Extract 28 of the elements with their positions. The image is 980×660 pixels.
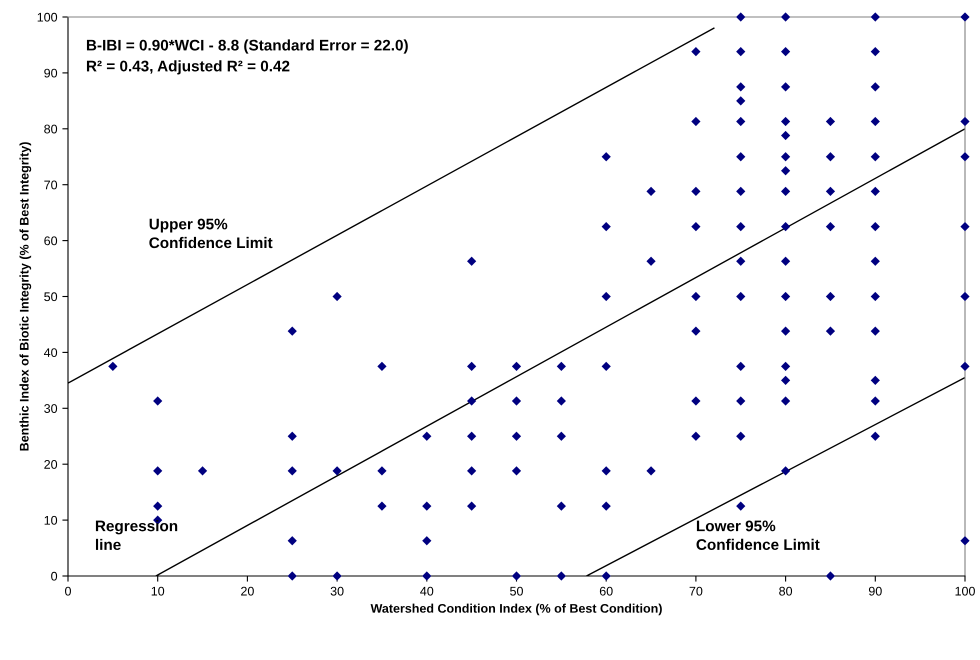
x-tick-label: 30 bbox=[330, 586, 344, 596]
annotation: B-IBI = 0.90*WCI - 8.8 (Standard Error = 22.0) R² = 0.43, Adjusted R² = 0.42 bbox=[86, 39, 408, 74]
y-tick-label: 60 bbox=[44, 236, 58, 246]
x-tick-label: 20 bbox=[241, 586, 254, 596]
y-tick-label: 30 bbox=[44, 404, 58, 413]
y-tick-label: 100 bbox=[38, 12, 58, 22]
y-tick-label: 90 bbox=[44, 68, 58, 78]
x-axis-title: Watershed Condition Index (% of Best Condition) bbox=[370, 604, 662, 616]
x-tick-label: 80 bbox=[779, 586, 792, 596]
x-tick-label: 40 bbox=[420, 586, 434, 596]
x-tick-label: 60 bbox=[600, 586, 613, 596]
y-tick-label: 0 bbox=[51, 572, 58, 581]
y-tick-label: 10 bbox=[44, 516, 58, 525]
y-tick-label: 70 bbox=[44, 180, 58, 190]
annotation: Upper 95% Confidence Limit bbox=[149, 218, 272, 248]
annotation: Regression line bbox=[96, 520, 178, 550]
y-axis-title: Benthic Index of Biotic Integrity (% of Best Integrity) bbox=[19, 142, 32, 451]
y-tick-label: 80 bbox=[44, 124, 58, 134]
x-tick-label: 90 bbox=[868, 586, 882, 596]
y-tick-label: 20 bbox=[44, 460, 58, 469]
annotation: Lower 95% Confidence Limit bbox=[696, 520, 820, 550]
y-tick-label: 40 bbox=[44, 348, 58, 358]
x-tick-label: 0 bbox=[65, 586, 71, 596]
x-tick-label: 100 bbox=[956, 586, 975, 596]
x-tick-label: 50 bbox=[510, 586, 523, 596]
y-tick-label: 50 bbox=[44, 292, 58, 302]
x-tick-label: 10 bbox=[152, 586, 164, 596]
x-tick-label: 70 bbox=[690, 586, 702, 596]
